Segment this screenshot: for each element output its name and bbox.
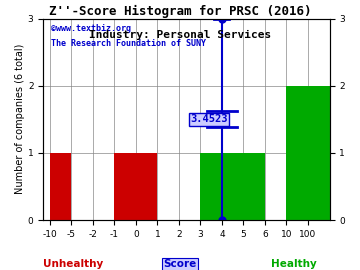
Bar bbox=[50, 153, 71, 220]
Y-axis label: Number of companies (6 total): Number of companies (6 total) bbox=[15, 44, 25, 194]
Text: Unhealthy: Unhealthy bbox=[43, 259, 103, 269]
Bar bbox=[114, 153, 157, 220]
Bar bbox=[287, 86, 329, 220]
Bar bbox=[243, 153, 265, 220]
Text: The Research Foundation of SUNY: The Research Foundation of SUNY bbox=[51, 39, 206, 48]
Text: Healthy: Healthy bbox=[271, 259, 317, 269]
Text: Score: Score bbox=[163, 259, 197, 269]
Text: 3.4523: 3.4523 bbox=[190, 114, 228, 124]
Text: Industry: Personal Services: Industry: Personal Services bbox=[89, 30, 271, 40]
Text: ©www.textbiz.org: ©www.textbiz.org bbox=[51, 24, 131, 33]
Text: Z''-Score Histogram for PRSC (2016): Z''-Score Histogram for PRSC (2016) bbox=[49, 5, 311, 18]
Bar bbox=[201, 153, 243, 220]
